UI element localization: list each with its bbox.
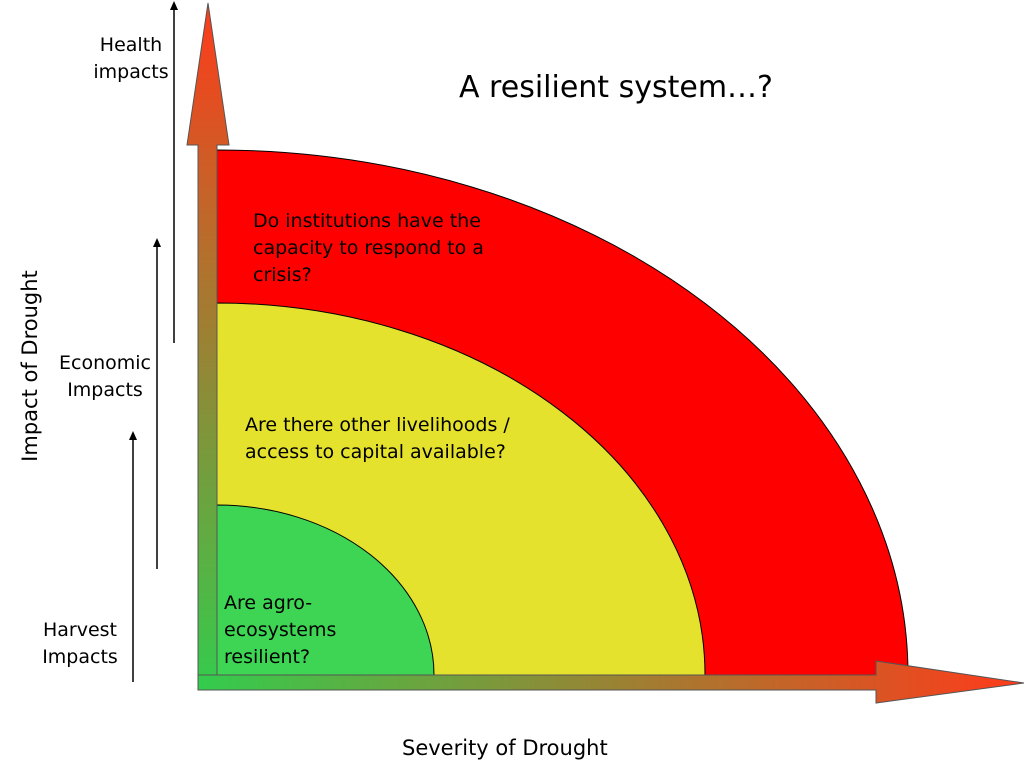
health-impact-arrow (170, 1, 178, 343)
zone-question-agro-ecosystems: Are agro-ecosystems resilient? (224, 592, 337, 668)
harvest-impact-arrow (129, 431, 137, 682)
economic-impact-arrow (153, 238, 161, 569)
zone-question-livelihoods: Are there other livelihoods / access to … (245, 414, 510, 463)
x-axis-label: Severity of Drought (402, 736, 608, 760)
impact-label-health: Health impacts (93, 34, 169, 83)
x-axis-arrow (197, 660, 1024, 704)
y-axis-arrow (186, 2, 230, 691)
impact-label-economic: Economic Impacts (59, 352, 151, 401)
impact-label-harvest: Harvest Impacts (42, 619, 118, 668)
diagram-title: A resilient system…? (459, 70, 773, 105)
zone-question-institutions: Do institutions have the capacity to res… (253, 210, 484, 286)
y-axis-label: Impact of Drought (18, 270, 42, 462)
zone-agro-ecosystems (216, 504, 435, 676)
